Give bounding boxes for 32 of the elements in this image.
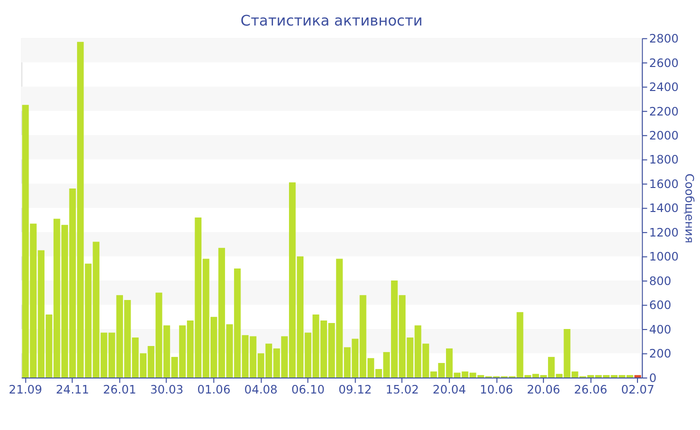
y-tick-label: 1200	[649, 225, 679, 240]
y-tick-label: 1000	[649, 250, 679, 264]
chart-title: Статистика активности	[240, 14, 423, 30]
x-tick-label: 06.10	[291, 382, 325, 397]
y-tick-label: 1400	[649, 201, 679, 216]
y-tick-label: 400	[649, 322, 672, 336]
x-tick-label: 01.06	[197, 382, 230, 397]
x-tick-label: 26.06	[574, 382, 608, 397]
x-tick-label: 15.02	[386, 382, 419, 397]
y-axis-title: Сообщения	[682, 173, 696, 244]
x-tick-label: 21.09	[8, 382, 42, 397]
x-tick-label: 30.03	[150, 382, 184, 397]
y-tick-label: 1600	[649, 176, 679, 191]
y-tick-label: 2800	[649, 32, 679, 46]
y-tick-label: 2200	[649, 104, 679, 118]
y-tick-label: 1800	[649, 152, 679, 167]
x-tick-label: 04.08	[244, 382, 278, 397]
x-tick-label: 20.06	[526, 382, 560, 397]
x-tick-label: 26.01	[103, 382, 136, 397]
x-tick-label: 20.04	[432, 382, 466, 397]
x-tick-label: 02.07	[621, 382, 654, 397]
x-tick-label: 09.12	[338, 382, 372, 397]
y-tick-label: 2000	[649, 128, 679, 142]
y-tick-label: 2400	[649, 80, 679, 94]
y-tick-label: 600	[649, 298, 672, 312]
x-tick-label: 10.06	[480, 382, 514, 397]
x-tick-label: 24.11	[56, 382, 90, 397]
y-tick-label: 800	[649, 274, 672, 288]
y-tick-label: 200	[649, 346, 672, 361]
y-tick-label: 2600	[649, 56, 679, 70]
bar	[634, 375, 642, 378]
y-tick-label: 0	[649, 370, 657, 385]
